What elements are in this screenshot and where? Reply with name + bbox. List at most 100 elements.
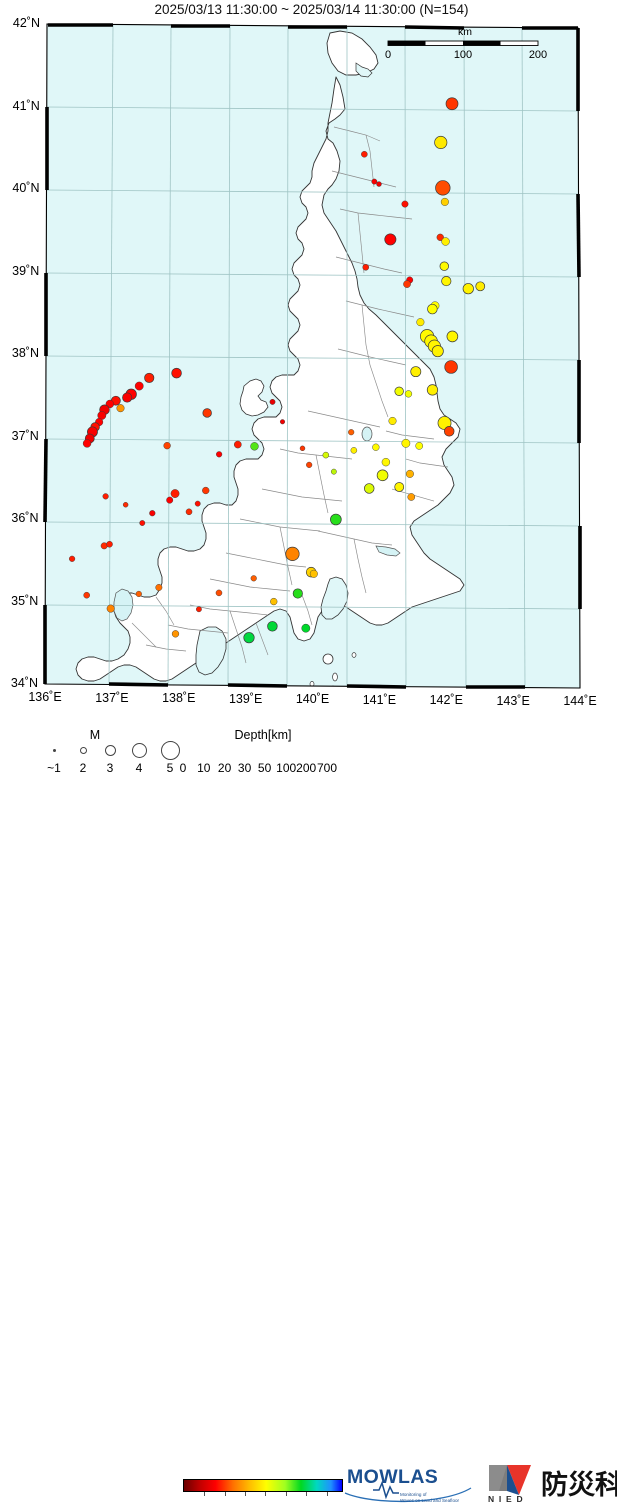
- latitude-tick-label: 42˚N: [12, 16, 40, 30]
- magnitude-legend-circle: [104, 744, 116, 756]
- epicenter-marker: [267, 621, 278, 632]
- epicenter-marker: [322, 451, 330, 459]
- landmass-layer: [75, 30, 465, 688]
- epicenter-marker: [144, 372, 155, 383]
- epicenter-marker: [381, 457, 391, 467]
- magnitude-legend-label: 2: [79, 761, 87, 775]
- magnitude-legend-label: 5: [166, 761, 174, 775]
- epicenter-marker: [285, 546, 300, 561]
- latitude-tick-label: 41˚N: [12, 98, 40, 113]
- epicenter-marker: [330, 468, 337, 475]
- epicenter-marker: [122, 502, 129, 508]
- magnitude-legend-circle: [79, 746, 87, 754]
- depth-legend-tick: [327, 1492, 328, 1496]
- svg-text:100: 100: [454, 49, 472, 61]
- svg-text:0: 0: [385, 49, 391, 61]
- epicenter-marker: [439, 261, 449, 271]
- epicenter-marker: [83, 591, 90, 599]
- epicenter-marker: [441, 237, 450, 246]
- epicenter-marker: [82, 439, 92, 448]
- epicenter-marker: [462, 283, 474, 295]
- longitude-tick-label: 139˚E: [228, 691, 263, 706]
- epicenter-marker: [166, 496, 174, 504]
- depth-legend-title: Depth[km]: [234, 728, 292, 742]
- depth-legend-tick: [286, 1492, 288, 1496]
- ocean-layer: [45, 24, 580, 688]
- epicenter-marker: [69, 555, 76, 562]
- epicenter-marker: [426, 384, 439, 396]
- epicenter-marker: [194, 500, 201, 507]
- magnitude-legend-circle: [160, 740, 180, 760]
- depth-legend-tick: [264, 1492, 266, 1496]
- epicenter-marker: [362, 264, 370, 271]
- latitude-tick-label: 39˚N: [12, 263, 40, 278]
- epicenter-marker: [475, 281, 486, 292]
- epicenter-marker: [106, 604, 115, 613]
- depth-legend-tick: [306, 1492, 308, 1496]
- scale-bar: km 0 100 200: [385, 26, 547, 61]
- epicenter-marker: [299, 445, 306, 452]
- magnitude-legend-label: 4: [135, 761, 143, 775]
- svg-text:Monitoring of: Monitoring of: [400, 1492, 427, 1497]
- epicenter-marker: [135, 590, 142, 598]
- epicenter-marker: [215, 589, 223, 597]
- magnitude-legend-label: ~1: [47, 761, 61, 775]
- epicenter-marker: [292, 588, 303, 599]
- depth-legend-label: 0: [179, 761, 187, 775]
- longitude-tick-label: 143˚E: [496, 693, 530, 708]
- epicenter-marker: [270, 597, 278, 606]
- epicenter-marker: [233, 440, 242, 449]
- magnitude-legend-circle: [52, 748, 56, 752]
- depth-legend-label: 100: [276, 761, 297, 775]
- epicenter-marker: [269, 399, 276, 405]
- depth-legend-label: 30: [237, 761, 252, 775]
- epicenter-marker: [405, 469, 414, 478]
- epicenter-marker: [106, 540, 113, 548]
- epicenter-marker: [445, 97, 459, 111]
- epicenter-marker: [415, 442, 424, 450]
- epicenter-marker: [410, 366, 422, 378]
- epicenter-marker: [134, 381, 144, 391]
- epicenter-marker: [149, 510, 156, 517]
- epicenter-marker: [350, 447, 358, 454]
- latitude-tick-label: 34˚N: [10, 676, 38, 690]
- epicenter-marker: [250, 442, 259, 451]
- depth-legend-label: 50: [257, 761, 272, 775]
- epicenter-marker: [435, 180, 451, 196]
- epicenter-marker: [170, 489, 180, 498]
- epicenter-marker: [102, 493, 109, 500]
- depth-colorbar[interactable]: [183, 1479, 343, 1492]
- epicenter-marker: [394, 386, 404, 396]
- epicenter-marker: [394, 482, 405, 492]
- seismicity-map-svg: km 0 100 200: [43, 23, 582, 689]
- epicenter-marker: [348, 429, 355, 436]
- depth-legend-label: 700: [316, 761, 338, 775]
- epicenter-marker: [243, 632, 255, 644]
- epicenter-marker: [441, 276, 452, 287]
- epicenter-marker: [250, 575, 257, 582]
- epicenter-marker: [196, 606, 202, 613]
- map-canvas[interactable]: km 0 100 200: [40, 19, 585, 695]
- map-frame: [43, 23, 582, 689]
- epicenter-marker: [446, 330, 459, 343]
- graticule: [45, 24, 580, 688]
- epicenter-marker: [330, 513, 342, 526]
- depth-legend-tick: [203, 1492, 205, 1496]
- depth-legend-tick: [224, 1492, 226, 1496]
- svg-text:Waves on Land and Seafloor: Waves on Land and Seafloor: [400, 1498, 460, 1503]
- longitude-tick-label: 137˚E: [95, 690, 129, 705]
- epicenter-marker: [216, 451, 223, 458]
- latitude-tick-label: 38˚N: [11, 346, 39, 360]
- longitude-tick-label: 144˚E: [563, 694, 597, 708]
- epicenter-marker: [202, 486, 210, 495]
- magnitude-legend-circle: [131, 742, 147, 758]
- mowlas-logo: MOWLAS Monitoring of Waves on Land and S…: [343, 1463, 473, 1505]
- epicenter-marker: [372, 443, 380, 451]
- longitude-tick-label: 136˚E: [28, 690, 62, 704]
- epicenter-marker: [403, 280, 411, 288]
- epicenter-marker: [361, 150, 368, 158]
- epicenter-marker: [376, 469, 389, 482]
- epicenter-marker: [279, 419, 286, 425]
- legend-panel: M ~1 2 3 4 5 Depth[km] 0 10 20 30 50 100 200 700 MO…: [0, 728, 623, 1504]
- latitude-tick-label: 36˚N: [11, 511, 39, 525]
